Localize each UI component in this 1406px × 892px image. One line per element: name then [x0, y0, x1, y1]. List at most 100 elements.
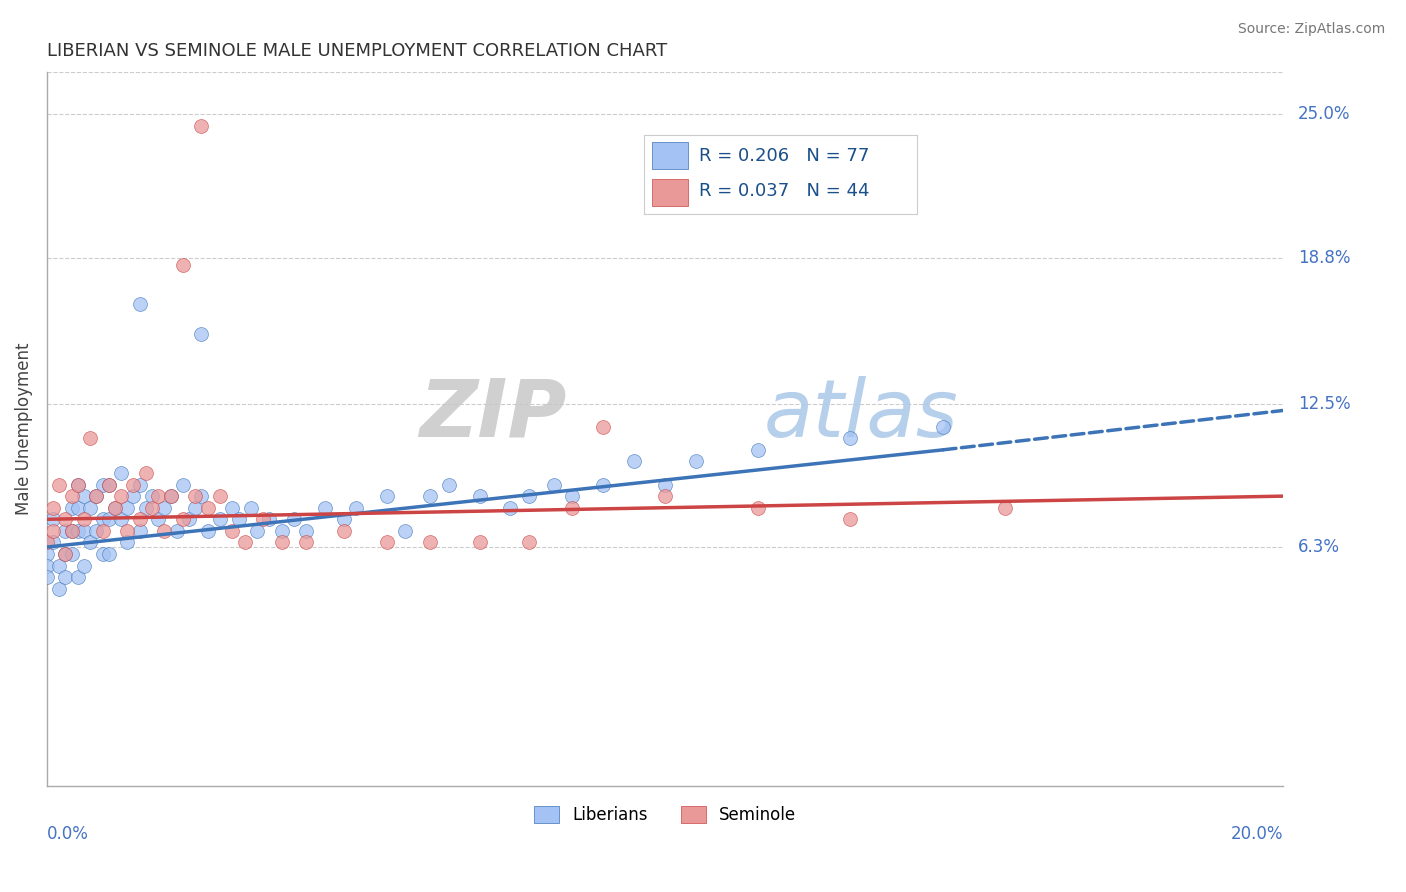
Point: [994, 500, 1017, 515]
Point: [747, 442, 769, 457]
Point: [295, 524, 318, 538]
Point: [97, 477, 120, 491]
Point: [517, 489, 540, 503]
Point: [221, 524, 243, 538]
Point: [79, 431, 101, 445]
Point: [592, 419, 614, 434]
Point: [159, 489, 181, 503]
Point: [35, 570, 58, 584]
Point: [233, 535, 256, 549]
Text: ZIP: ZIP: [419, 376, 567, 454]
Point: [55, 524, 77, 538]
Point: [117, 535, 139, 549]
Point: [66, 570, 89, 584]
Point: [197, 524, 219, 538]
Point: [91, 547, 114, 561]
Point: [86, 489, 108, 503]
Point: [60, 489, 83, 503]
Point: [110, 512, 132, 526]
Point: [48, 477, 70, 491]
Point: [172, 477, 194, 491]
Point: [166, 524, 188, 538]
Point: [208, 512, 231, 526]
Point: [270, 535, 292, 549]
Point: [153, 500, 176, 515]
Point: [48, 558, 70, 573]
Point: [839, 512, 862, 526]
Point: [117, 524, 139, 538]
Point: [153, 524, 176, 538]
Point: [468, 489, 491, 503]
Point: [394, 524, 416, 538]
Point: [146, 489, 169, 503]
Point: [97, 512, 120, 526]
Point: [270, 524, 292, 538]
Point: [42, 524, 65, 538]
Point: [66, 477, 89, 491]
Point: [66, 524, 89, 538]
Point: [419, 535, 441, 549]
Point: [177, 512, 200, 526]
Point: [60, 524, 83, 538]
Point: [97, 477, 120, 491]
Point: [314, 500, 336, 515]
Text: R = 0.037   N = 44: R = 0.037 N = 44: [699, 182, 869, 201]
Point: [190, 119, 212, 133]
Y-axis label: Male Unemployment: Male Unemployment: [15, 343, 32, 516]
Point: [117, 500, 139, 515]
Point: [55, 547, 77, 561]
Point: [35, 535, 58, 549]
Point: [437, 477, 460, 491]
Point: [375, 489, 398, 503]
Point: [73, 558, 96, 573]
Point: [97, 547, 120, 561]
Point: [104, 500, 127, 515]
Point: [839, 431, 862, 445]
Point: [654, 477, 676, 491]
Text: 12.5%: 12.5%: [1298, 394, 1351, 412]
Bar: [652, 178, 688, 205]
Point: [128, 524, 150, 538]
Point: [375, 535, 398, 549]
Point: [60, 500, 83, 515]
Point: [208, 489, 231, 503]
Point: [172, 258, 194, 272]
Point: [468, 535, 491, 549]
Point: [190, 327, 212, 342]
Point: [146, 512, 169, 526]
Point: [190, 489, 212, 503]
Point: [60, 524, 83, 538]
Point: [239, 500, 262, 515]
Bar: [652, 143, 688, 169]
Point: [86, 489, 108, 503]
Point: [159, 489, 181, 503]
Point: [592, 477, 614, 491]
Point: [60, 547, 83, 561]
Point: [86, 524, 108, 538]
Point: [184, 489, 207, 503]
Point: [135, 466, 157, 480]
Point: [91, 512, 114, 526]
Point: [499, 500, 522, 515]
Point: [543, 477, 565, 491]
Point: [73, 489, 96, 503]
Point: [128, 512, 150, 526]
Point: [73, 512, 96, 526]
Point: [42, 535, 65, 549]
Text: 20.0%: 20.0%: [1230, 825, 1284, 843]
Point: [48, 582, 70, 596]
Legend: Liberians, Seminole: Liberians, Seminole: [527, 799, 803, 830]
Point: [654, 489, 676, 503]
Point: [110, 466, 132, 480]
Point: [623, 454, 645, 468]
Point: [141, 500, 163, 515]
Text: atlas: atlas: [763, 376, 959, 454]
Point: [252, 512, 274, 526]
Point: [295, 535, 318, 549]
Point: [128, 477, 150, 491]
Point: [344, 500, 367, 515]
Point: [79, 535, 101, 549]
Point: [221, 500, 243, 515]
Point: [55, 547, 77, 561]
Point: [110, 489, 132, 503]
